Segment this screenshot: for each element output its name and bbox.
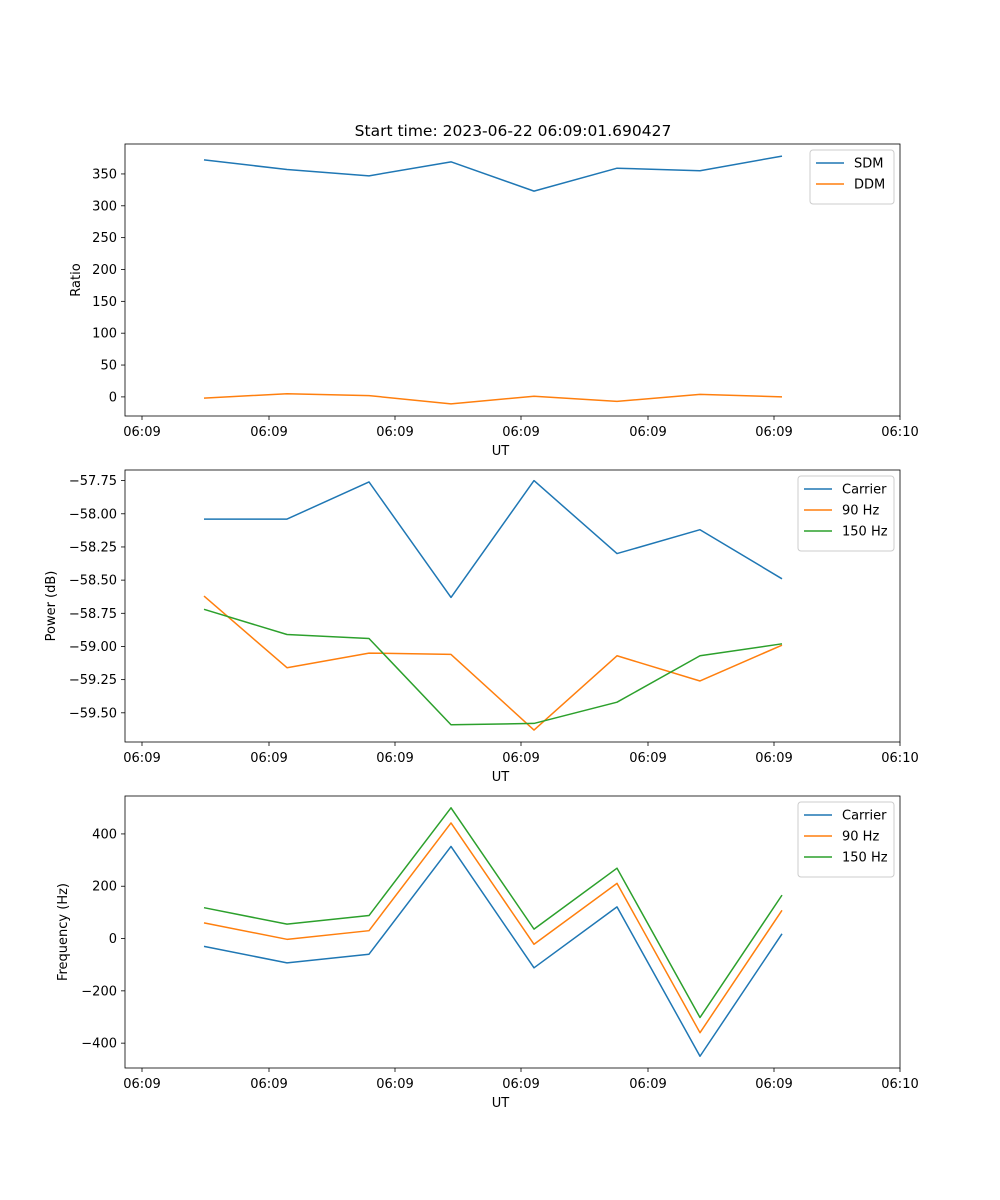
x-tick-label: 06:09 xyxy=(755,751,792,766)
y-axis-label: Ratio xyxy=(69,263,84,296)
x-tick-label: 06:09 xyxy=(629,425,666,440)
x-tick-label: 06:09 xyxy=(755,1077,792,1092)
panel-1: 06:09 06:09 06:09 06:09 06:09 06:09 06:10 0 50 10… xyxy=(69,143,919,459)
legend-label: SDM xyxy=(854,157,883,172)
y-tick-label: −58.75 xyxy=(69,607,117,622)
x-tick-label: 06:09 xyxy=(502,425,539,440)
y-tick-label: −58.50 xyxy=(69,574,117,589)
y-tick-label: 350 xyxy=(92,167,117,182)
series-line-150-hz xyxy=(203,608,783,726)
y-tick-label: −59.50 xyxy=(69,706,117,721)
y-tick-label: 250 xyxy=(92,231,117,246)
legend: SDM DDM xyxy=(809,149,895,205)
legend-label: 150 Hz xyxy=(842,525,888,540)
x-tick-label: 06:10 xyxy=(881,751,918,766)
series-line-carrier xyxy=(203,845,783,1057)
plot-lines xyxy=(203,807,783,1057)
legend-label: 90 Hz xyxy=(842,504,879,519)
panels: 06:09 06:09 06:09 06:09 06:09 06:09 06:10 0 50 10… xyxy=(44,143,919,1111)
y-axis-label: Frequency (Hz) xyxy=(56,883,71,981)
y-tick-label: 300 xyxy=(92,199,117,214)
y-tick-label: −59.00 xyxy=(69,640,117,655)
y-tick-label: 200 xyxy=(92,880,117,895)
plot-frame xyxy=(124,143,901,417)
series-line-90-hz xyxy=(203,595,783,731)
x-axis-label: UT xyxy=(492,444,510,459)
plot-frame xyxy=(124,469,901,743)
y-tick-label: 400 xyxy=(92,827,117,842)
y-tick-label: 50 xyxy=(100,359,117,374)
panel-2: 06:09 06:09 06:09 06:09 06:09 06:09 06:10 −57.7… xyxy=(44,469,919,785)
legend-box xyxy=(797,475,895,552)
x-axis-label: UT xyxy=(492,1096,510,1111)
series-line-sdm xyxy=(203,155,783,192)
legend-label: Carrier xyxy=(842,483,887,498)
y-tick-label: −58.00 xyxy=(69,507,117,522)
legend: Carrier 90 Hz 150 Hz xyxy=(797,475,895,552)
legend: Carrier 90 Hz 150 Hz xyxy=(797,801,895,878)
x-tick-label: 06:09 xyxy=(629,751,666,766)
x-tick-label: 06:09 xyxy=(502,751,539,766)
y-tick-label: −400 xyxy=(81,1037,117,1052)
x-tick-label: 06:09 xyxy=(376,425,413,440)
legend-label: DDM xyxy=(854,178,885,193)
x-tick-label: 06:09 xyxy=(376,751,413,766)
x-tick-label: 06:10 xyxy=(881,1077,918,1092)
figure-title: Start time: 2023-06-22 06:09:01.690427 xyxy=(355,122,672,140)
panel-3: 06:09 06:09 06:09 06:09 06:09 06:09 06:10 400 20… xyxy=(56,795,919,1111)
legend-box xyxy=(797,801,895,878)
y-tick-label: 0 xyxy=(109,932,117,947)
series-line-150-hz xyxy=(203,807,783,1019)
y-tick-label: 100 xyxy=(92,327,117,342)
y-tick-label: −57.75 xyxy=(69,474,117,489)
y-tick-label: −200 xyxy=(81,984,117,999)
y-tick-label: 150 xyxy=(92,295,117,310)
plot-lines xyxy=(203,479,783,731)
series-line-90-hz xyxy=(203,822,783,1034)
y-tick-label: −58.25 xyxy=(69,540,117,555)
legend-label: 150 Hz xyxy=(842,851,888,866)
x-tick-label: 06:09 xyxy=(123,425,160,440)
x-tick-label: 06:09 xyxy=(250,425,287,440)
x-tick-label: 06:09 xyxy=(376,1077,413,1092)
series-line-ddm xyxy=(203,392,783,405)
x-tick-label: 06:09 xyxy=(250,751,287,766)
x-tick-label: 06:09 xyxy=(755,425,792,440)
series-line-carrier xyxy=(204,479,783,599)
x-axis-label: UT xyxy=(492,770,510,785)
y-tick-label: 200 xyxy=(92,263,117,278)
x-tick-label: 06:09 xyxy=(123,1077,160,1092)
x-tick-label: 06:09 xyxy=(123,751,160,766)
legend-label: 90 Hz xyxy=(842,830,879,845)
legend-label: Carrier xyxy=(842,809,887,824)
plot-lines xyxy=(203,155,783,405)
x-tick-label: 06:10 xyxy=(881,425,918,440)
x-tick-label: 06:09 xyxy=(629,1077,666,1092)
x-tick-label: 06:09 xyxy=(250,1077,287,1092)
y-tick-label: −59.25 xyxy=(69,673,117,688)
y-axis-label: Power (dB) xyxy=(44,571,59,642)
y-tick-label: 0 xyxy=(109,390,117,405)
plot-frame xyxy=(124,795,901,1069)
x-tick-label: 06:09 xyxy=(502,1077,539,1092)
